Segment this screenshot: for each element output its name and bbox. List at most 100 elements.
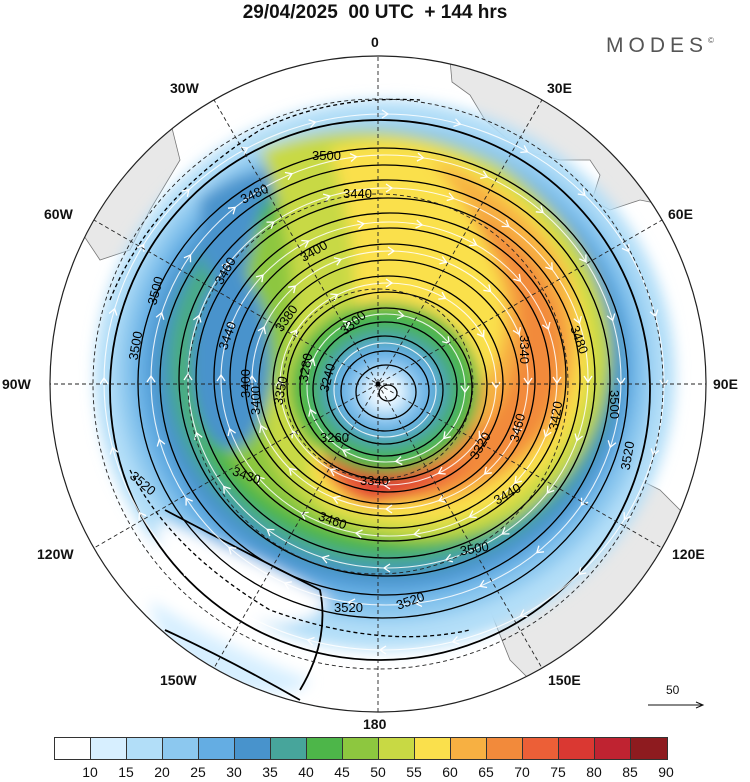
wind-arrow xyxy=(446,192,455,202)
wind-arrow xyxy=(523,377,533,386)
colorbar-tick-label: 75 xyxy=(550,764,566,780)
wind-arrow xyxy=(381,109,390,119)
colorbar-swatch xyxy=(343,738,379,759)
reference-vector-label: 50 xyxy=(666,683,680,697)
lon-label-60e: 60E xyxy=(668,206,693,222)
wind-arrow xyxy=(520,145,529,154)
wind-arrow xyxy=(476,329,485,338)
wind-arrow xyxy=(659,379,669,388)
wind-arrow xyxy=(257,325,267,335)
wind-arrow xyxy=(193,314,202,323)
wind-arrow xyxy=(306,636,315,646)
wind-arrow xyxy=(382,480,391,490)
wind-arrow xyxy=(453,118,462,128)
wind-arrow xyxy=(247,374,257,383)
colorbar-tick-label: 60 xyxy=(442,764,458,780)
wind-arrow xyxy=(468,510,477,519)
contour-label: 3500 xyxy=(607,390,622,419)
wind-arrow xyxy=(437,466,446,475)
colorbar-swatch xyxy=(163,738,199,759)
wind-arrow xyxy=(341,448,351,457)
colorbar-swatch xyxy=(307,738,343,759)
wind-arrow xyxy=(552,376,562,385)
wind-arrow xyxy=(239,610,248,619)
wind-arrow xyxy=(621,244,630,253)
wind-arrow xyxy=(183,372,193,381)
wind-arrow xyxy=(439,256,448,265)
wind-arrow xyxy=(414,598,423,607)
wind-arrow xyxy=(649,309,659,318)
wind-arrow xyxy=(396,310,405,320)
lon-label-60w: 60W xyxy=(44,206,73,222)
wind-arrow xyxy=(227,427,236,437)
wind-arrow xyxy=(577,188,586,197)
colorbar-swatch xyxy=(415,738,451,759)
contour-label: 3420 xyxy=(546,400,566,431)
wind-arrow xyxy=(519,609,528,618)
wind-arrow xyxy=(136,243,145,252)
contour-label: 3500 xyxy=(144,275,166,307)
colorbar-tick-label: 85 xyxy=(622,764,638,780)
wind-arrow xyxy=(354,529,363,539)
wind-arrow xyxy=(478,579,488,589)
colorbar-swatch xyxy=(271,738,307,759)
wind-arrow xyxy=(329,468,338,477)
lon-label-120e: 120E xyxy=(672,546,705,562)
wind-arrow xyxy=(181,188,190,197)
wind-arrow xyxy=(321,554,330,564)
wind-arrow xyxy=(606,313,616,322)
contour-label: 3500 xyxy=(312,148,341,163)
modes-logo: MODES© xyxy=(606,34,714,58)
colorbar-tick-label: 70 xyxy=(514,764,530,780)
wind-arrow xyxy=(580,497,589,506)
wind-arrow xyxy=(378,645,387,655)
wind-arrow xyxy=(266,528,275,537)
lon-label-150e: 150E xyxy=(548,672,581,688)
colorbar-tick-label: 25 xyxy=(190,764,206,780)
wind-arrow xyxy=(413,528,422,538)
colorbar-tick-label: 90 xyxy=(658,764,674,780)
lon-label-120w: 120W xyxy=(37,546,74,562)
wind-vector-arrows xyxy=(99,109,669,655)
colorbar-tick-label: 80 xyxy=(586,764,602,780)
wind-arrow xyxy=(451,636,460,645)
colorbar-tick-label: 35 xyxy=(262,764,278,780)
contour-label: 3500 xyxy=(126,330,146,361)
wind-arrow xyxy=(288,285,297,294)
wind-arrow xyxy=(342,320,352,329)
wind-arrow xyxy=(156,438,166,447)
colorbar-ticks: 10 15 20 25 30 35 40 45 50 55 60 65 70 75 80 85 90 xyxy=(54,764,704,782)
wind-arrow xyxy=(573,315,582,325)
wind-arrow xyxy=(108,307,118,316)
wind-arrow xyxy=(483,284,492,293)
contour-label: 3260 xyxy=(320,430,349,445)
lon-label-30w: 30W xyxy=(170,80,199,96)
wind-arrow xyxy=(650,448,660,457)
wind-arrow xyxy=(221,262,230,271)
map-boundary xyxy=(49,55,707,713)
wind-arrow xyxy=(308,408,317,417)
wind-arrow xyxy=(387,246,396,256)
wind-arrow xyxy=(256,476,265,485)
colorbar-swatch xyxy=(559,738,595,759)
colorbar-swatch xyxy=(235,738,271,759)
polar-map: 3500 3480 3440 3460 3500 3400 3500 3380 … xyxy=(49,55,707,713)
colorbar-swatch xyxy=(379,738,415,759)
contour-label: 3500 xyxy=(459,539,490,559)
wind-arrow xyxy=(349,153,358,162)
contour-label: 3440 xyxy=(343,186,372,201)
wind-arrow xyxy=(228,546,237,555)
wind-arrow xyxy=(216,373,226,382)
wind-arrow xyxy=(444,553,454,563)
wind-arrow xyxy=(155,311,165,320)
logo-text: MODES xyxy=(606,34,709,57)
wind-arrow xyxy=(226,320,235,329)
colorbar-swatch xyxy=(451,738,487,759)
wind-arrow xyxy=(460,385,470,394)
wind-arrow xyxy=(284,171,294,181)
wind-arrow xyxy=(227,206,237,215)
wind-arrow xyxy=(416,152,425,162)
wind-arrow xyxy=(513,273,522,282)
contour-label: 3520 xyxy=(618,440,638,471)
contour-label: 3350 xyxy=(271,375,291,406)
